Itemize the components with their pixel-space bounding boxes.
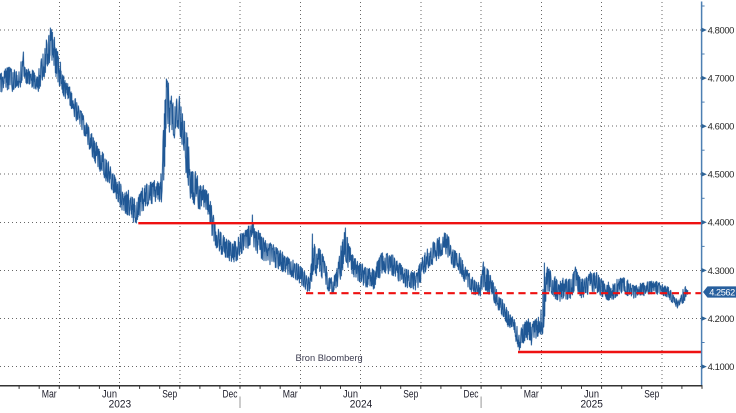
svg-text:2025: 2025 — [580, 398, 603, 408]
svg-text:4.2562: 4.2562 — [709, 287, 735, 297]
svg-text:4.3000: 4.3000 — [708, 265, 735, 276]
svg-text:Sep: Sep — [162, 388, 177, 400]
svg-text:4.4000: 4.4000 — [708, 217, 735, 228]
svg-text:4.6000: 4.6000 — [708, 121, 735, 132]
svg-text:Jun: Jun — [102, 388, 117, 400]
svg-text:Bron Bloomberg: Bron Bloomberg — [296, 353, 363, 363]
svg-text:4.1000: 4.1000 — [708, 361, 735, 372]
svg-text:4.8000: 4.8000 — [708, 24, 735, 35]
svg-text:Sep: Sep — [644, 388, 659, 400]
svg-text:4.7000: 4.7000 — [708, 73, 735, 84]
svg-text:Mar: Mar — [42, 388, 57, 400]
svg-text:Jun: Jun — [343, 388, 358, 400]
svg-text:Dec: Dec — [464, 388, 480, 400]
svg-text:Jun: Jun — [584, 388, 599, 400]
svg-text:2023: 2023 — [109, 398, 132, 408]
svg-text:4.5000: 4.5000 — [708, 169, 735, 180]
svg-text:Mar: Mar — [524, 388, 539, 400]
svg-text:Mar: Mar — [283, 388, 298, 400]
svg-text:2024: 2024 — [350, 398, 373, 408]
svg-text:Sep: Sep — [403, 388, 418, 400]
svg-text:4.2000: 4.2000 — [708, 313, 735, 324]
svg-text:Dec: Dec — [223, 388, 239, 400]
